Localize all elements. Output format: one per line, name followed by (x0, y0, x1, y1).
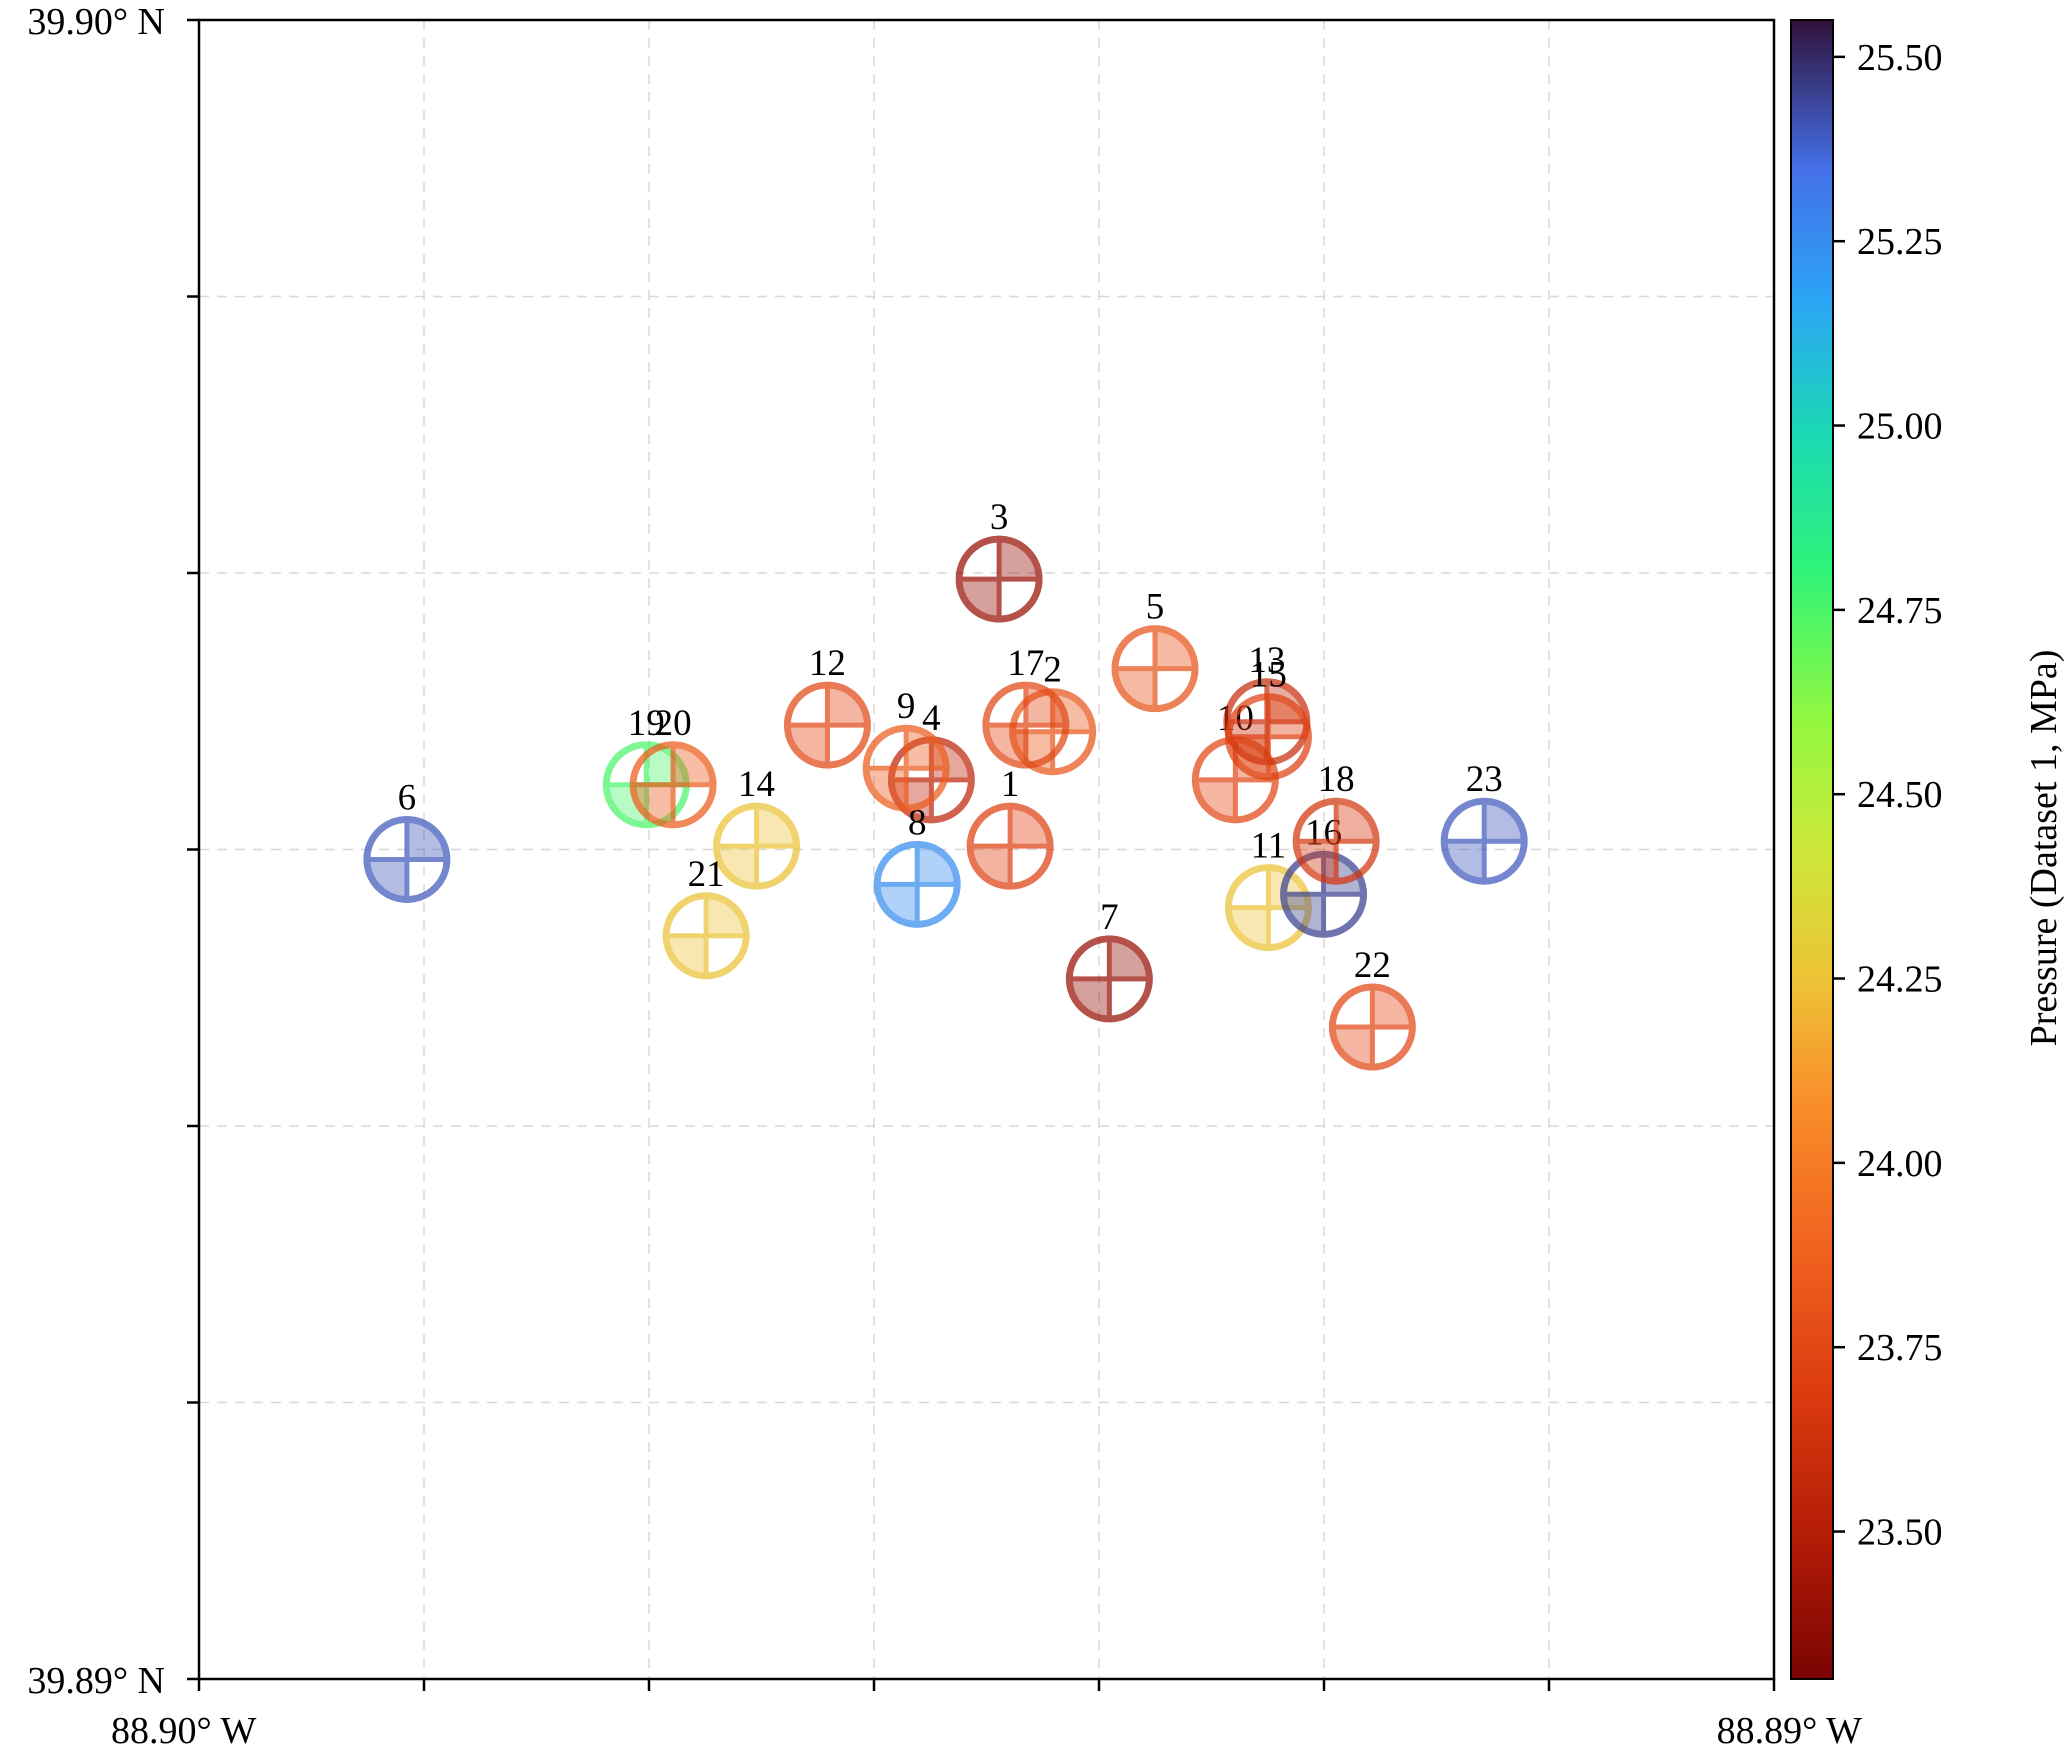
well-quadrant (1283, 894, 1324, 935)
well-quadrant (646, 744, 687, 785)
colorbar-gradient (1790, 19, 1834, 1680)
well-marker-5 (1111, 625, 1199, 713)
well-marker-22 (1328, 983, 1416, 1071)
well-quadrant (366, 859, 407, 900)
colorbar-tick-label: 23.75 (1857, 1327, 1943, 1369)
y-tick-label: 39.89° N (27, 1660, 165, 1702)
well-marker-12 (783, 681, 871, 769)
well-label-3: 3 (990, 497, 1009, 538)
well-quadrant (756, 806, 797, 847)
well-label-9: 9 (897, 686, 916, 727)
well-label-5: 5 (1146, 587, 1165, 628)
well-marker-15 (1224, 693, 1312, 781)
well-quadrant (1332, 1027, 1373, 1068)
well-quadrant (970, 846, 1011, 887)
well-quadrant (906, 728, 947, 769)
colorbar-ticks: 23.50 23.75 24.00 24.25 24.50 24.75 25.00 25.25… (1833, 37, 1943, 1554)
colorbar-tick-label: 25.00 (1857, 406, 1943, 448)
well-label-21: 21 (688, 854, 725, 895)
well-quadrant (1226, 721, 1267, 762)
well-label-15: 15 (1250, 655, 1287, 696)
well-quadrant (1010, 806, 1051, 847)
well-quadrant (1109, 938, 1150, 979)
well-quadrant (1155, 628, 1196, 669)
colorbar-tick-label: 25.25 (1857, 221, 1943, 263)
well-quadrant (633, 784, 674, 825)
well-label-20: 20 (655, 703, 692, 744)
well-quadrant (787, 725, 828, 766)
well-marker-3 (955, 535, 1043, 623)
well-quadrant (1268, 867, 1309, 908)
well-label-17: 17 (1007, 643, 1044, 684)
well-quadrant (866, 768, 907, 809)
axis-ticks: 88.90° W 88.89° W 39.90° N 39.89° N (27, 1, 1862, 1752)
well-quadrant (1228, 907, 1269, 948)
well-quadrant (666, 935, 707, 976)
well-label-2: 2 (1043, 650, 1062, 691)
well-marker-17 (982, 681, 1070, 769)
well-quadrant (891, 779, 932, 820)
colorbar-title: Pressure (Dataset 1, MPa) (2023, 650, 2065, 1047)
well-quadrant (999, 539, 1040, 580)
well-label-1: 1 (1001, 764, 1020, 805)
well-label-13: 13 (1248, 640, 1285, 681)
colorbar-tick-label: 24.75 (1857, 590, 1943, 632)
well-marker-23 (1440, 797, 1528, 885)
well-quadrant (1268, 696, 1309, 737)
well-quadrant (1336, 801, 1377, 842)
colorbar-tick-label: 24.25 (1857, 959, 1943, 1001)
well-quadrant (1484, 801, 1525, 842)
well-label-22: 22 (1354, 945, 1391, 986)
well-label-6: 6 (398, 777, 417, 818)
well-marker-14 (713, 802, 801, 890)
well-quadrant (716, 846, 757, 887)
well-quadrant (1372, 987, 1413, 1028)
well-quadrant (706, 895, 747, 936)
well-marker-21 (662, 892, 750, 980)
well-marker-18 (1292, 797, 1380, 885)
well-label-7: 7 (1100, 897, 1119, 938)
x-tick-label: 88.90° W (111, 1710, 257, 1752)
well-quadrant (877, 884, 918, 925)
well-quadrant (1115, 668, 1156, 709)
well-marker-9 (862, 724, 950, 812)
well-marker-7 (1065, 935, 1153, 1023)
well-quadrant (917, 844, 958, 885)
well-marker-8 (873, 840, 961, 928)
well-marker-1 (966, 802, 1054, 890)
well-quadrant (985, 725, 1026, 766)
colorbar-tick-label: 24.00 (1857, 1143, 1943, 1185)
well-label-14: 14 (738, 764, 775, 805)
well-quadrant (1444, 841, 1485, 882)
well-marker-20 (629, 741, 717, 829)
well-quadrant (1228, 736, 1269, 777)
well-label-18: 18 (1318, 759, 1355, 800)
well-marker-11 (1224, 864, 1312, 952)
x-tick-label: 88.89° W (1717, 1710, 1863, 1752)
well-quadrant (1296, 841, 1337, 882)
well-label-19: 19 (628, 703, 665, 744)
well-label-4: 4 (922, 698, 941, 739)
well-marker-6 (363, 815, 451, 903)
well-label-12: 12 (809, 643, 846, 684)
grid-lines (199, 20, 1774, 1679)
well-quadrant (1195, 779, 1236, 820)
colorbar-tick-label: 24.50 (1857, 774, 1943, 816)
colorbar-tick-label: 25.50 (1857, 37, 1943, 79)
colorbar-tick-label: 23.50 (1857, 1512, 1943, 1554)
well-quadrant (1025, 685, 1066, 726)
well-quadrant (1069, 978, 1110, 1019)
well-quadrant (406, 819, 447, 860)
well-label-23: 23 (1466, 759, 1503, 800)
well-quadrant (959, 579, 1000, 620)
y-tick-label: 39.90° N (27, 1, 165, 43)
well-quadrant (673, 744, 714, 785)
well-label-11: 11 (1251, 826, 1287, 867)
well-quadrant (827, 685, 868, 726)
well-label-8: 8 (908, 802, 927, 843)
colorbar: 23.50 23.75 24.00 24.25 24.50 24.75 25.00 25.25… (1790, 19, 2065, 1680)
